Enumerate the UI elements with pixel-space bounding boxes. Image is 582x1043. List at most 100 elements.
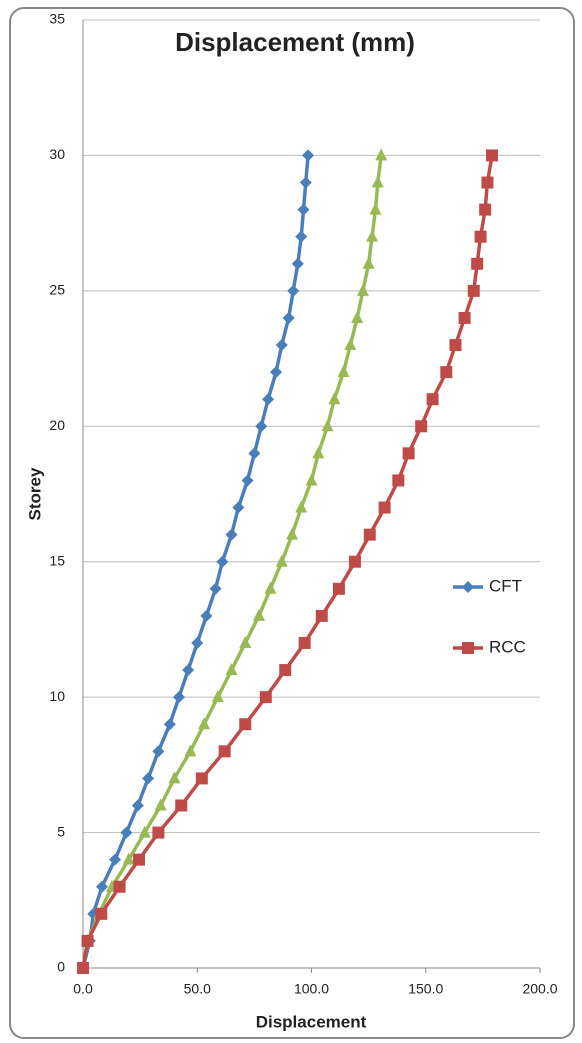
marker (113, 880, 126, 893)
x-tick-label: 0.0 (73, 981, 93, 997)
x-tick-label: 100.0 (294, 981, 329, 997)
marker (241, 474, 254, 487)
marker (348, 555, 361, 568)
marker (392, 474, 405, 487)
marker (474, 230, 487, 243)
y-tick-label: 35 (49, 11, 65, 27)
marker (138, 825, 151, 838)
y-tick-label: 20 (49, 417, 65, 433)
marker (182, 664, 195, 677)
marker (449, 339, 462, 352)
marker (209, 582, 222, 595)
marker (291, 257, 304, 270)
marker (172, 691, 185, 704)
y-tick-label: 30 (49, 146, 65, 162)
marker (415, 420, 428, 433)
marker (262, 393, 275, 406)
marker (356, 283, 369, 296)
marker (375, 148, 388, 161)
marker (362, 256, 375, 269)
marker (297, 203, 310, 216)
marker (458, 311, 471, 324)
marker (163, 718, 176, 731)
marker (131, 799, 144, 812)
marker (332, 582, 345, 595)
marker (95, 880, 108, 893)
marker (369, 202, 382, 215)
marker (302, 149, 315, 162)
marker (344, 338, 357, 351)
marker (378, 501, 391, 514)
marker (252, 608, 265, 621)
marker (81, 934, 94, 947)
marker (218, 745, 231, 758)
marker (275, 554, 288, 567)
marker (312, 446, 325, 459)
marker (299, 176, 312, 189)
y-axis-title: Storey (25, 467, 44, 520)
marker (351, 310, 364, 323)
marker (440, 366, 453, 379)
x-tick-label: 200.0 (522, 981, 557, 997)
y-tick-label: 10 (49, 688, 65, 704)
marker (216, 555, 229, 568)
marker (366, 229, 379, 242)
x-tick-label: 50.0 (184, 981, 211, 997)
marker (298, 636, 311, 649)
y-tick-label: 5 (57, 823, 65, 839)
marker (328, 392, 341, 405)
marker (122, 852, 135, 865)
marker (248, 447, 261, 460)
marker (154, 798, 167, 811)
marker (168, 771, 181, 784)
marker (337, 365, 350, 378)
marker (77, 962, 89, 974)
marker (232, 501, 245, 514)
marker (462, 581, 474, 593)
marker (286, 527, 299, 540)
marker (282, 311, 295, 324)
marker (132, 853, 145, 866)
marker (175, 799, 188, 812)
marker (486, 149, 499, 162)
marker (467, 284, 480, 297)
marker (152, 745, 165, 758)
marker (275, 339, 288, 352)
chart-title: Displacement (mm) (175, 27, 415, 57)
marker (371, 175, 384, 188)
marker (264, 581, 277, 594)
y-tick-label: 0 (57, 959, 65, 975)
legend-label: CFT (489, 576, 522, 595)
marker (479, 203, 492, 216)
marker (184, 744, 197, 757)
marker (279, 664, 292, 677)
marker (225, 663, 238, 676)
marker (315, 609, 328, 622)
marker (195, 772, 208, 785)
marker (142, 772, 155, 785)
marker (239, 718, 252, 731)
marker (200, 609, 213, 622)
marker (239, 635, 252, 648)
marker (481, 176, 494, 189)
marker (295, 230, 308, 243)
x-axis-title: Displacement (256, 1012, 367, 1031)
y-tick-label: 15 (49, 552, 65, 568)
marker (426, 393, 439, 406)
marker (198, 717, 211, 730)
marker (152, 826, 165, 839)
marker (191, 636, 204, 649)
marker (321, 419, 334, 432)
x-tick-label: 150.0 (408, 981, 443, 997)
marker (363, 528, 376, 541)
marker (287, 284, 300, 297)
marker (120, 826, 133, 839)
marker (259, 691, 272, 704)
marker (255, 420, 268, 433)
marker (471, 257, 484, 270)
marker (462, 642, 474, 654)
marker (270, 366, 283, 379)
marker (211, 690, 224, 703)
marker (95, 907, 108, 920)
